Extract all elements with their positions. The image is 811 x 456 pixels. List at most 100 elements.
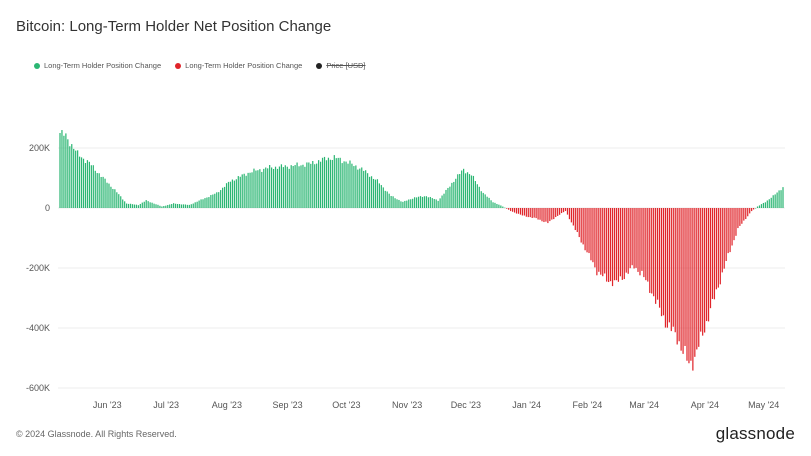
bar <box>223 186 226 208</box>
bar <box>398 199 400 208</box>
bar <box>92 165 94 208</box>
bar <box>427 197 429 208</box>
legend-item-price[interactable]: Price [USD] <box>316 61 366 70</box>
x-tick-label: Jan '24 <box>512 400 541 410</box>
bar <box>255 170 257 208</box>
bar <box>263 168 265 208</box>
bar <box>780 190 782 208</box>
bar <box>678 208 680 342</box>
bar <box>345 161 347 208</box>
bar <box>547 208 549 224</box>
bar <box>235 179 237 208</box>
bar <box>749 208 751 214</box>
bar <box>165 205 167 208</box>
bar <box>553 208 555 220</box>
legend-dot-negative <box>175 62 182 69</box>
bar <box>482 192 484 208</box>
x-tick-label: Jun '23 <box>93 400 122 410</box>
bar <box>365 170 367 208</box>
bar <box>306 162 308 208</box>
bar <box>629 208 631 269</box>
bar <box>772 195 774 208</box>
bar <box>414 197 416 208</box>
bar <box>251 172 253 208</box>
bar <box>225 183 228 208</box>
bar <box>186 204 188 208</box>
bar <box>404 200 406 208</box>
legend-label-negative: Long-Term Holder Position Change <box>185 61 303 70</box>
bar <box>88 161 90 208</box>
bar <box>457 174 459 208</box>
y-tick-label: -600K <box>26 383 50 393</box>
bar <box>116 192 118 208</box>
bar <box>525 208 527 217</box>
bar <box>504 207 506 209</box>
bar <box>770 197 772 208</box>
bar <box>316 163 318 208</box>
bar <box>171 204 173 208</box>
bar <box>574 208 576 231</box>
bar <box>300 165 302 208</box>
bar <box>321 157 324 208</box>
x-tick-label: Oct '23 <box>332 400 360 410</box>
grid-lines <box>58 147 785 389</box>
bar <box>643 208 645 278</box>
bar <box>239 176 241 208</box>
bar <box>594 208 596 268</box>
bar <box>421 196 424 208</box>
bar <box>419 196 422 208</box>
bar <box>216 192 218 208</box>
bar <box>459 174 461 208</box>
bar <box>725 208 727 261</box>
bar <box>453 181 455 208</box>
bar <box>754 208 757 209</box>
bar <box>758 205 761 208</box>
bar <box>388 193 390 208</box>
bar <box>696 208 698 350</box>
bar <box>778 190 780 208</box>
bar <box>559 208 561 215</box>
bar <box>764 202 766 208</box>
bar <box>729 208 731 253</box>
legend-item-negative[interactable]: Long-Term Holder Position Change <box>175 61 302 70</box>
bar <box>449 186 451 208</box>
bar <box>674 208 676 333</box>
x-tick-label: Mar '24 <box>629 400 659 410</box>
bar <box>486 196 488 208</box>
bar <box>584 208 586 251</box>
bar <box>539 208 541 220</box>
bar <box>406 200 408 208</box>
bar <box>102 176 104 208</box>
bar <box>124 201 126 208</box>
bar <box>372 178 375 208</box>
y-tick-label: -200K <box>26 263 50 273</box>
legend-item-positive[interactable]: Long-Term Holder Position Change <box>34 61 161 70</box>
bar <box>176 203 179 208</box>
bar <box>747 208 749 217</box>
y-tick-label: 200K <box>29 143 50 153</box>
bar <box>94 170 96 208</box>
bar <box>212 194 214 208</box>
bar <box>782 187 784 208</box>
bar <box>484 194 486 208</box>
bar <box>578 208 580 238</box>
bar <box>382 187 384 208</box>
bar <box>741 208 743 224</box>
bar <box>602 208 604 277</box>
bar <box>151 202 153 208</box>
bar <box>766 200 768 208</box>
bar <box>161 206 163 208</box>
copyright-footer: © 2024 Glassnode. All Rights Reserved. <box>16 429 177 439</box>
x-tick-label: May '24 <box>748 400 779 410</box>
bar <box>635 208 637 268</box>
bar <box>570 208 572 223</box>
bar <box>231 179 234 208</box>
bar <box>715 208 717 290</box>
bar <box>463 168 465 208</box>
bar <box>139 203 141 208</box>
bar <box>314 164 316 208</box>
bar <box>126 203 128 208</box>
bar <box>461 170 463 208</box>
bar <box>104 178 106 208</box>
bar <box>690 208 692 361</box>
